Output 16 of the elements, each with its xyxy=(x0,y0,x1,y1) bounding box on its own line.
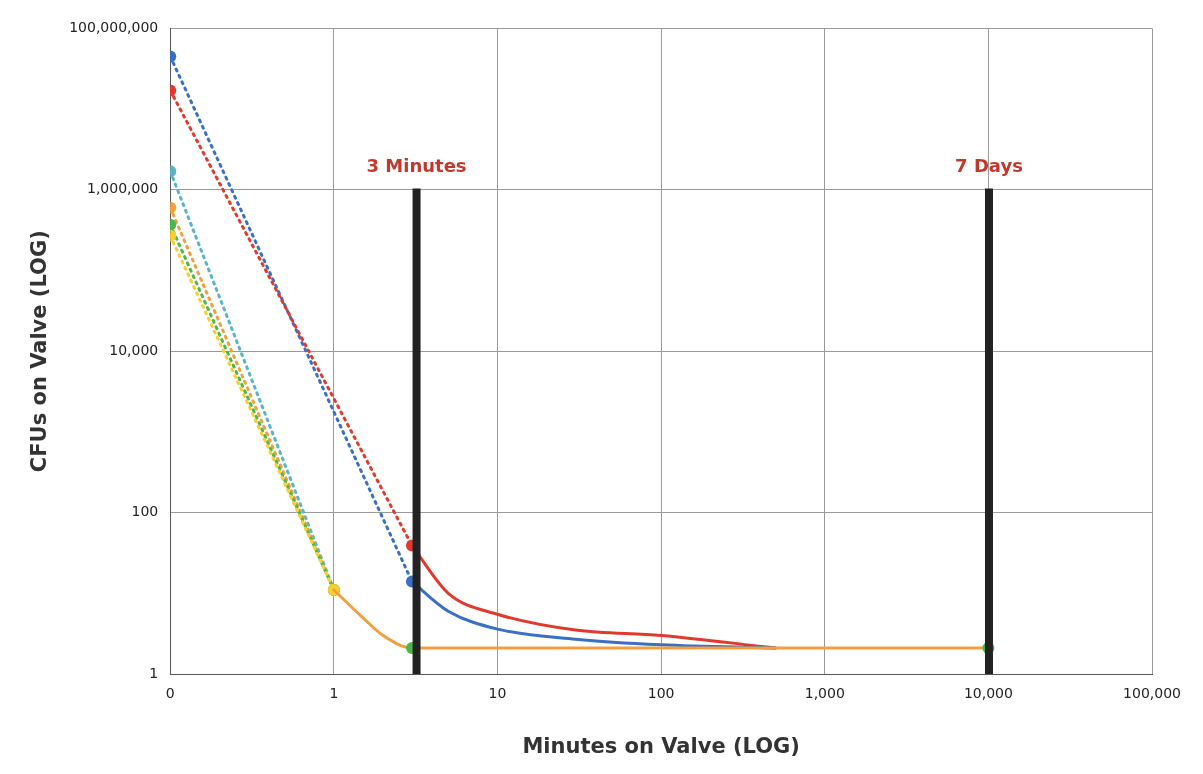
y-tick-label: 10,000 xyxy=(109,341,159,358)
x-tick-label: 0 xyxy=(165,685,175,702)
ref-line-label: 3 Minutes xyxy=(366,155,467,177)
y-tick-label: 100,000,000 xyxy=(69,19,159,36)
x-tick-label: 100,000 xyxy=(1123,685,1182,702)
x-tick-label: 100 xyxy=(647,685,675,702)
y-axis-title: CFUs on Valve (LOG) xyxy=(27,230,52,473)
y-tick-label: 1 xyxy=(149,664,159,681)
x-tick-label: 1 xyxy=(329,685,339,702)
x-tick-label: 1,000 xyxy=(804,685,845,702)
ref-line-label: 7 Days xyxy=(955,155,1023,177)
x-axis-title: Minutes on Valve (LOG) xyxy=(522,733,800,758)
x-tick-label: 10 xyxy=(488,685,507,702)
x-tick-label: 10,000 xyxy=(963,685,1013,702)
y-tick-label: 1,000,000 xyxy=(87,180,159,197)
y-tick-label: 100 xyxy=(131,503,159,520)
